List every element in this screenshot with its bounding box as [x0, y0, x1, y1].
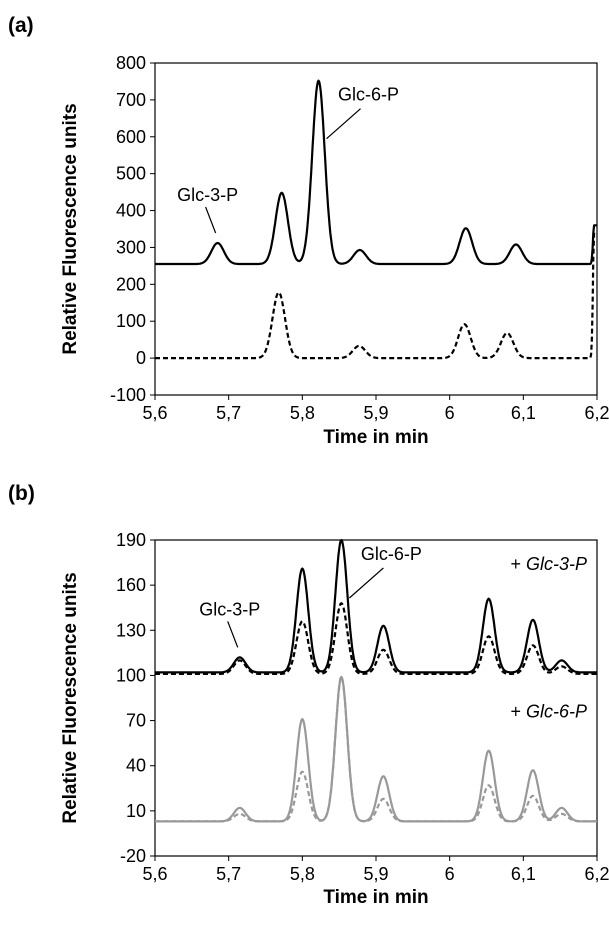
- panel-b-axes: -20 10 40 70 100 130 160 190 5,6 5,7 5,8 5,9 6 6,1 6,2…: [60, 530, 609, 908]
- y-tick-label: 40: [126, 756, 146, 776]
- series-line-1: [154, 79, 598, 266]
- x-tick-label: 5,7: [216, 864, 241, 884]
- series-line-3: [154, 675, 598, 823]
- y-axis-title: Relative Fluorescence units: [60, 103, 81, 354]
- panel-a: (a) -100 0 100 200 300 400 500 600 700 800 5,6 5,7 5…: [8, 14, 609, 448]
- x-axis-title: Time in min: [323, 427, 428, 448]
- x-tick-label: 5,7: [216, 403, 241, 423]
- series-line-2: [154, 602, 598, 676]
- y-tick-label: 500: [116, 164, 146, 184]
- panel-b-series: [154, 538, 598, 823]
- panel-a-axes: -100 0 100 200 300 400 500 600 700 800 5,6 5,7 5,8 5,…: [60, 53, 609, 448]
- x-tick-label: 6,1: [511, 864, 536, 884]
- y-tick-label: 100: [116, 665, 146, 685]
- annotation-leader: [326, 108, 361, 140]
- y-tick-label: 700: [116, 90, 146, 110]
- x-tick-label: 5,8: [290, 864, 315, 884]
- y-tick-label: 10: [126, 801, 146, 821]
- y-tick-label: 300: [116, 237, 146, 257]
- annotation-label: Glc-3-P: [177, 185, 238, 205]
- x-tick-label: 5,9: [363, 864, 388, 884]
- y-tick-label: -20: [120, 846, 146, 866]
- x-tick-label: 6,2: [584, 864, 609, 884]
- y-tick-label: 600: [116, 127, 146, 147]
- annotation-leader: [348, 567, 384, 599]
- y-tick-label: 800: [116, 53, 146, 73]
- annotation-leader: [227, 621, 239, 648]
- annotation-leader: [205, 206, 217, 234]
- y-tick-label: 190: [116, 530, 146, 550]
- x-tick-label: 5,6: [142, 864, 167, 884]
- x-tick-label: 6: [445, 864, 455, 884]
- y-tick-label: 0: [136, 348, 146, 368]
- y-axis-title: Relative Fluorescence units: [60, 572, 81, 823]
- plot-frame: [154, 62, 598, 396]
- series-line-1: [154, 538, 598, 674]
- panel-a-annotations: Glc-3-P Glc-6-P: [177, 85, 399, 234]
- y-tick-label: 130: [116, 620, 146, 640]
- annotation-label: Glc-6-P: [361, 544, 422, 564]
- panel-a-label: (a): [8, 14, 34, 37]
- panel-b: (b) -20 10 40 70 100 130 160 190 5,6 5,7 5,8 5,9 6 6,…: [8, 482, 609, 908]
- legend-entry: + Glc-3-P: [510, 554, 587, 574]
- annotation-label: Glc-6-P: [338, 85, 399, 105]
- panel-b-label: (b): [8, 482, 35, 505]
- y-tick-label: 160: [116, 575, 146, 595]
- y-tick-label: 100: [116, 311, 146, 331]
- x-tick-label: 6: [445, 403, 455, 423]
- y-tick-label: 400: [116, 201, 146, 221]
- y-tick-label: -100: [110, 385, 146, 405]
- x-tick-label: 6,2: [584, 403, 609, 423]
- series-line-4: [154, 675, 598, 823]
- panel-a-series: [154, 79, 598, 360]
- y-tick-label: 70: [126, 711, 146, 731]
- annotation-label: Glc-3-P: [199, 599, 260, 619]
- series-line-2: [154, 231, 598, 360]
- x-tick-label: 5,8: [290, 403, 315, 423]
- legend-entry: + Glc-6-P: [510, 702, 587, 722]
- panel-b-legend: + Glc-3-P + Glc-6-P: [510, 554, 587, 722]
- x-tick-label: 5,6: [142, 403, 167, 423]
- panel-b-annotations: Glc-3-P Glc-6-P: [199, 544, 422, 648]
- x-tick-label: 6,1: [511, 403, 536, 423]
- x-tick-label: 5,9: [363, 403, 388, 423]
- x-axis-title: Time in min: [323, 887, 428, 908]
- plot-frame: [154, 539, 598, 857]
- y-tick-label: 200: [116, 274, 146, 294]
